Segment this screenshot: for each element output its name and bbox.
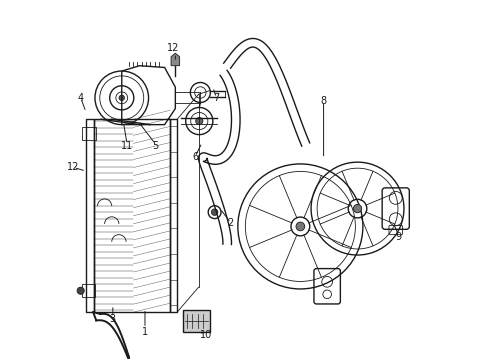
Circle shape [296, 222, 305, 231]
Circle shape [211, 209, 218, 215]
Text: 2: 2 [227, 218, 234, 228]
Text: 6: 6 [192, 152, 198, 162]
Text: 11: 11 [121, 141, 133, 151]
Polygon shape [183, 310, 210, 332]
Text: 12: 12 [168, 43, 180, 53]
Polygon shape [171, 53, 180, 66]
Text: 5: 5 [152, 141, 159, 151]
Circle shape [77, 287, 84, 294]
Text: 9: 9 [395, 232, 402, 242]
Circle shape [119, 95, 124, 100]
Text: 1: 1 [142, 327, 148, 337]
Text: 4: 4 [77, 93, 84, 103]
Circle shape [196, 117, 203, 125]
Text: 7: 7 [213, 93, 220, 103]
Text: 10: 10 [199, 330, 212, 341]
Text: 3: 3 [110, 314, 116, 324]
Text: 8: 8 [320, 96, 327, 107]
Circle shape [353, 204, 362, 213]
Text: 12: 12 [67, 162, 80, 172]
